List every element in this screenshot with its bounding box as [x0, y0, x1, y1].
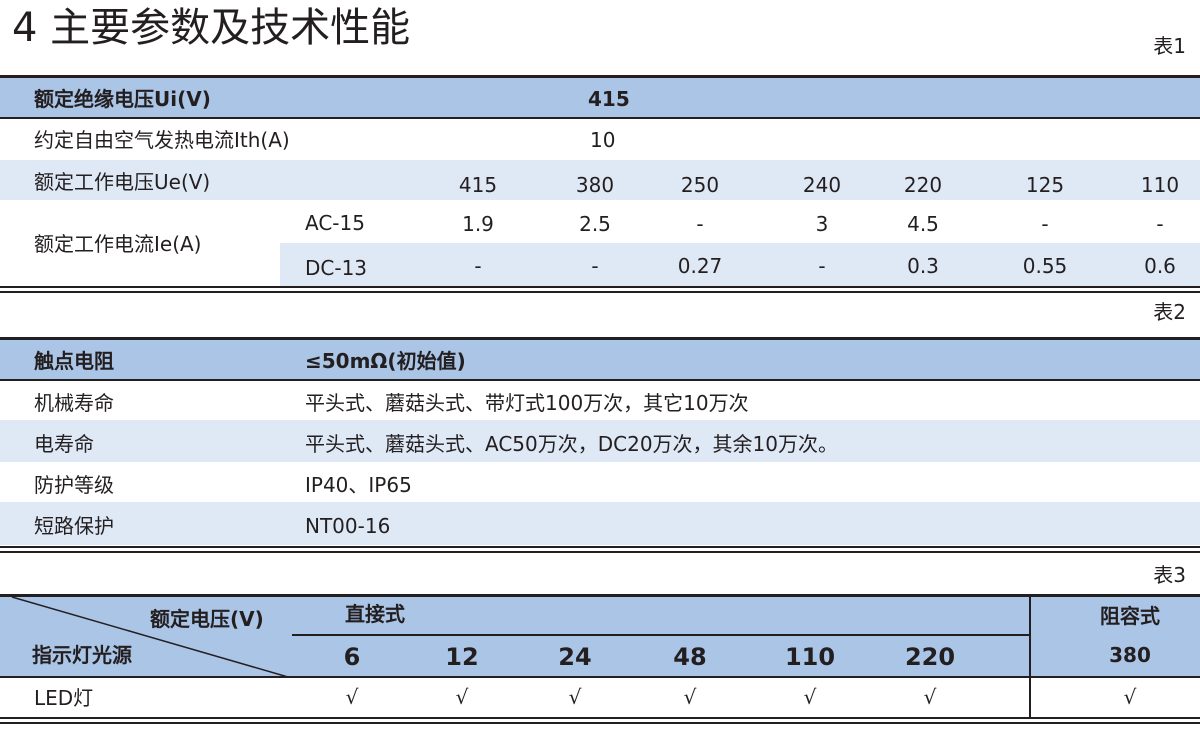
table3-caption: 表3 — [1153, 563, 1186, 587]
ac-value: 3 — [815, 212, 829, 236]
insulation-label: 额定绝缘电压Ui(V) — [34, 87, 211, 111]
rule — [0, 337, 1200, 340]
group-direct: 直接式 — [345, 602, 405, 626]
current-label: 额定工作电流Ie(A) — [34, 232, 202, 256]
voltage-value: 125 — [1025, 173, 1065, 197]
voltage-value: 220 — [903, 173, 943, 197]
voltage-value: 110 — [1140, 173, 1180, 197]
voltage-column: 48 — [673, 643, 707, 671]
table2-row-value: IP40、IP65 — [305, 473, 412, 497]
table2-row-value: ≤50mΩ(初始值) — [305, 349, 466, 373]
table2-row-value: 平头式、蘑菇头式、带灯式100万次，其它10万次 — [305, 391, 749, 415]
table1-row-bg — [0, 160, 1200, 200]
diagonal-divider — [11, 597, 289, 678]
page-title: 4 主要参数及技术性能 — [12, 5, 411, 51]
table2-row-label: 短路保护 — [34, 514, 114, 538]
rule — [0, 594, 1200, 597]
dc-value: 0.6 — [1144, 254, 1176, 278]
ac-value: - — [1041, 212, 1049, 236]
ac-label: AC-15 — [305, 211, 365, 235]
table2-row-value: 平头式、蘑菇头式、AC50万次，DC20万次，其余10万次。 — [305, 432, 839, 456]
table2-row-label: 机械寿命 — [34, 391, 114, 415]
voltage-value: 250 — [680, 173, 720, 197]
dc-label: DC-13 — [305, 256, 368, 280]
voltage-value: 415 — [458, 173, 498, 197]
check-mark: √ — [803, 685, 817, 709]
voltage-column: 220 — [904, 643, 956, 671]
group-rc: 阻容式 — [1100, 604, 1160, 628]
check-mark: √ — [923, 685, 937, 709]
check-mark: √ — [455, 685, 469, 709]
voltage-label: 额定工作电压Ue(V) — [34, 170, 211, 194]
table1-caption: 表1 — [1153, 34, 1186, 58]
rule — [0, 717, 1200, 719]
insulation-value: 415 — [588, 87, 630, 111]
rule — [0, 379, 1200, 381]
rule — [0, 117, 1200, 119]
ac-value: 2.5 — [579, 212, 611, 236]
voltage-column: 110 — [784, 643, 836, 671]
dc-value: 0.55 — [1022, 254, 1068, 278]
table2-row-label: 防护等级 — [34, 473, 114, 497]
check-mark: √ — [345, 685, 359, 709]
voltage-value: 240 — [802, 173, 842, 197]
table2-header-row — [0, 340, 1200, 380]
column-divider — [1029, 597, 1031, 718]
rule — [0, 286, 1200, 288]
corner-bottom: 指示灯光源 — [32, 643, 132, 667]
voltage-column: 12 — [445, 643, 479, 671]
table1-header-row — [0, 78, 1200, 118]
rule — [0, 551, 1200, 553]
rule — [0, 676, 1200, 678]
ac-value: 1.9 — [462, 212, 494, 236]
group-divider — [292, 634, 1030, 636]
check-mark: √ — [683, 685, 697, 709]
table1-row-bg — [280, 243, 1200, 286]
dc-value: - — [818, 254, 826, 278]
row-label: LED灯 — [34, 686, 94, 710]
table3-header — [0, 597, 1200, 677]
table2-row-bg — [0, 420, 1200, 462]
ac-value: 4.5 — [907, 212, 939, 236]
ac-value: - — [1156, 212, 1164, 236]
check-mark: √ — [568, 685, 582, 709]
thermal-label: 约定自由空气发热电流Ith(A) — [34, 128, 290, 152]
rule — [0, 75, 1200, 78]
thermal-value: 10 — [590, 128, 616, 152]
table2-row-label: 触点电阻 — [34, 349, 114, 373]
voltage-column: 24 — [558, 643, 592, 671]
dc-value: - — [474, 254, 482, 278]
rule — [0, 291, 1200, 293]
dc-value: - — [591, 254, 599, 278]
voltage-column: 380 — [1109, 643, 1151, 667]
table2-caption: 表2 — [1153, 300, 1186, 324]
table2-row-value: NT00-16 — [305, 514, 391, 538]
voltage-value: 380 — [575, 173, 615, 197]
check-mark: √ — [1123, 685, 1137, 709]
table2-row-bg — [0, 502, 1200, 545]
corner-top: 额定电压(V) — [150, 607, 264, 631]
voltage-column: 6 — [343, 643, 361, 671]
dc-value: 0.27 — [677, 254, 723, 278]
rule — [0, 722, 1200, 724]
rule — [0, 546, 1200, 548]
ac-value: - — [696, 212, 704, 236]
table2-row-label: 电寿命 — [34, 432, 94, 456]
dc-value: 0.3 — [907, 254, 939, 278]
